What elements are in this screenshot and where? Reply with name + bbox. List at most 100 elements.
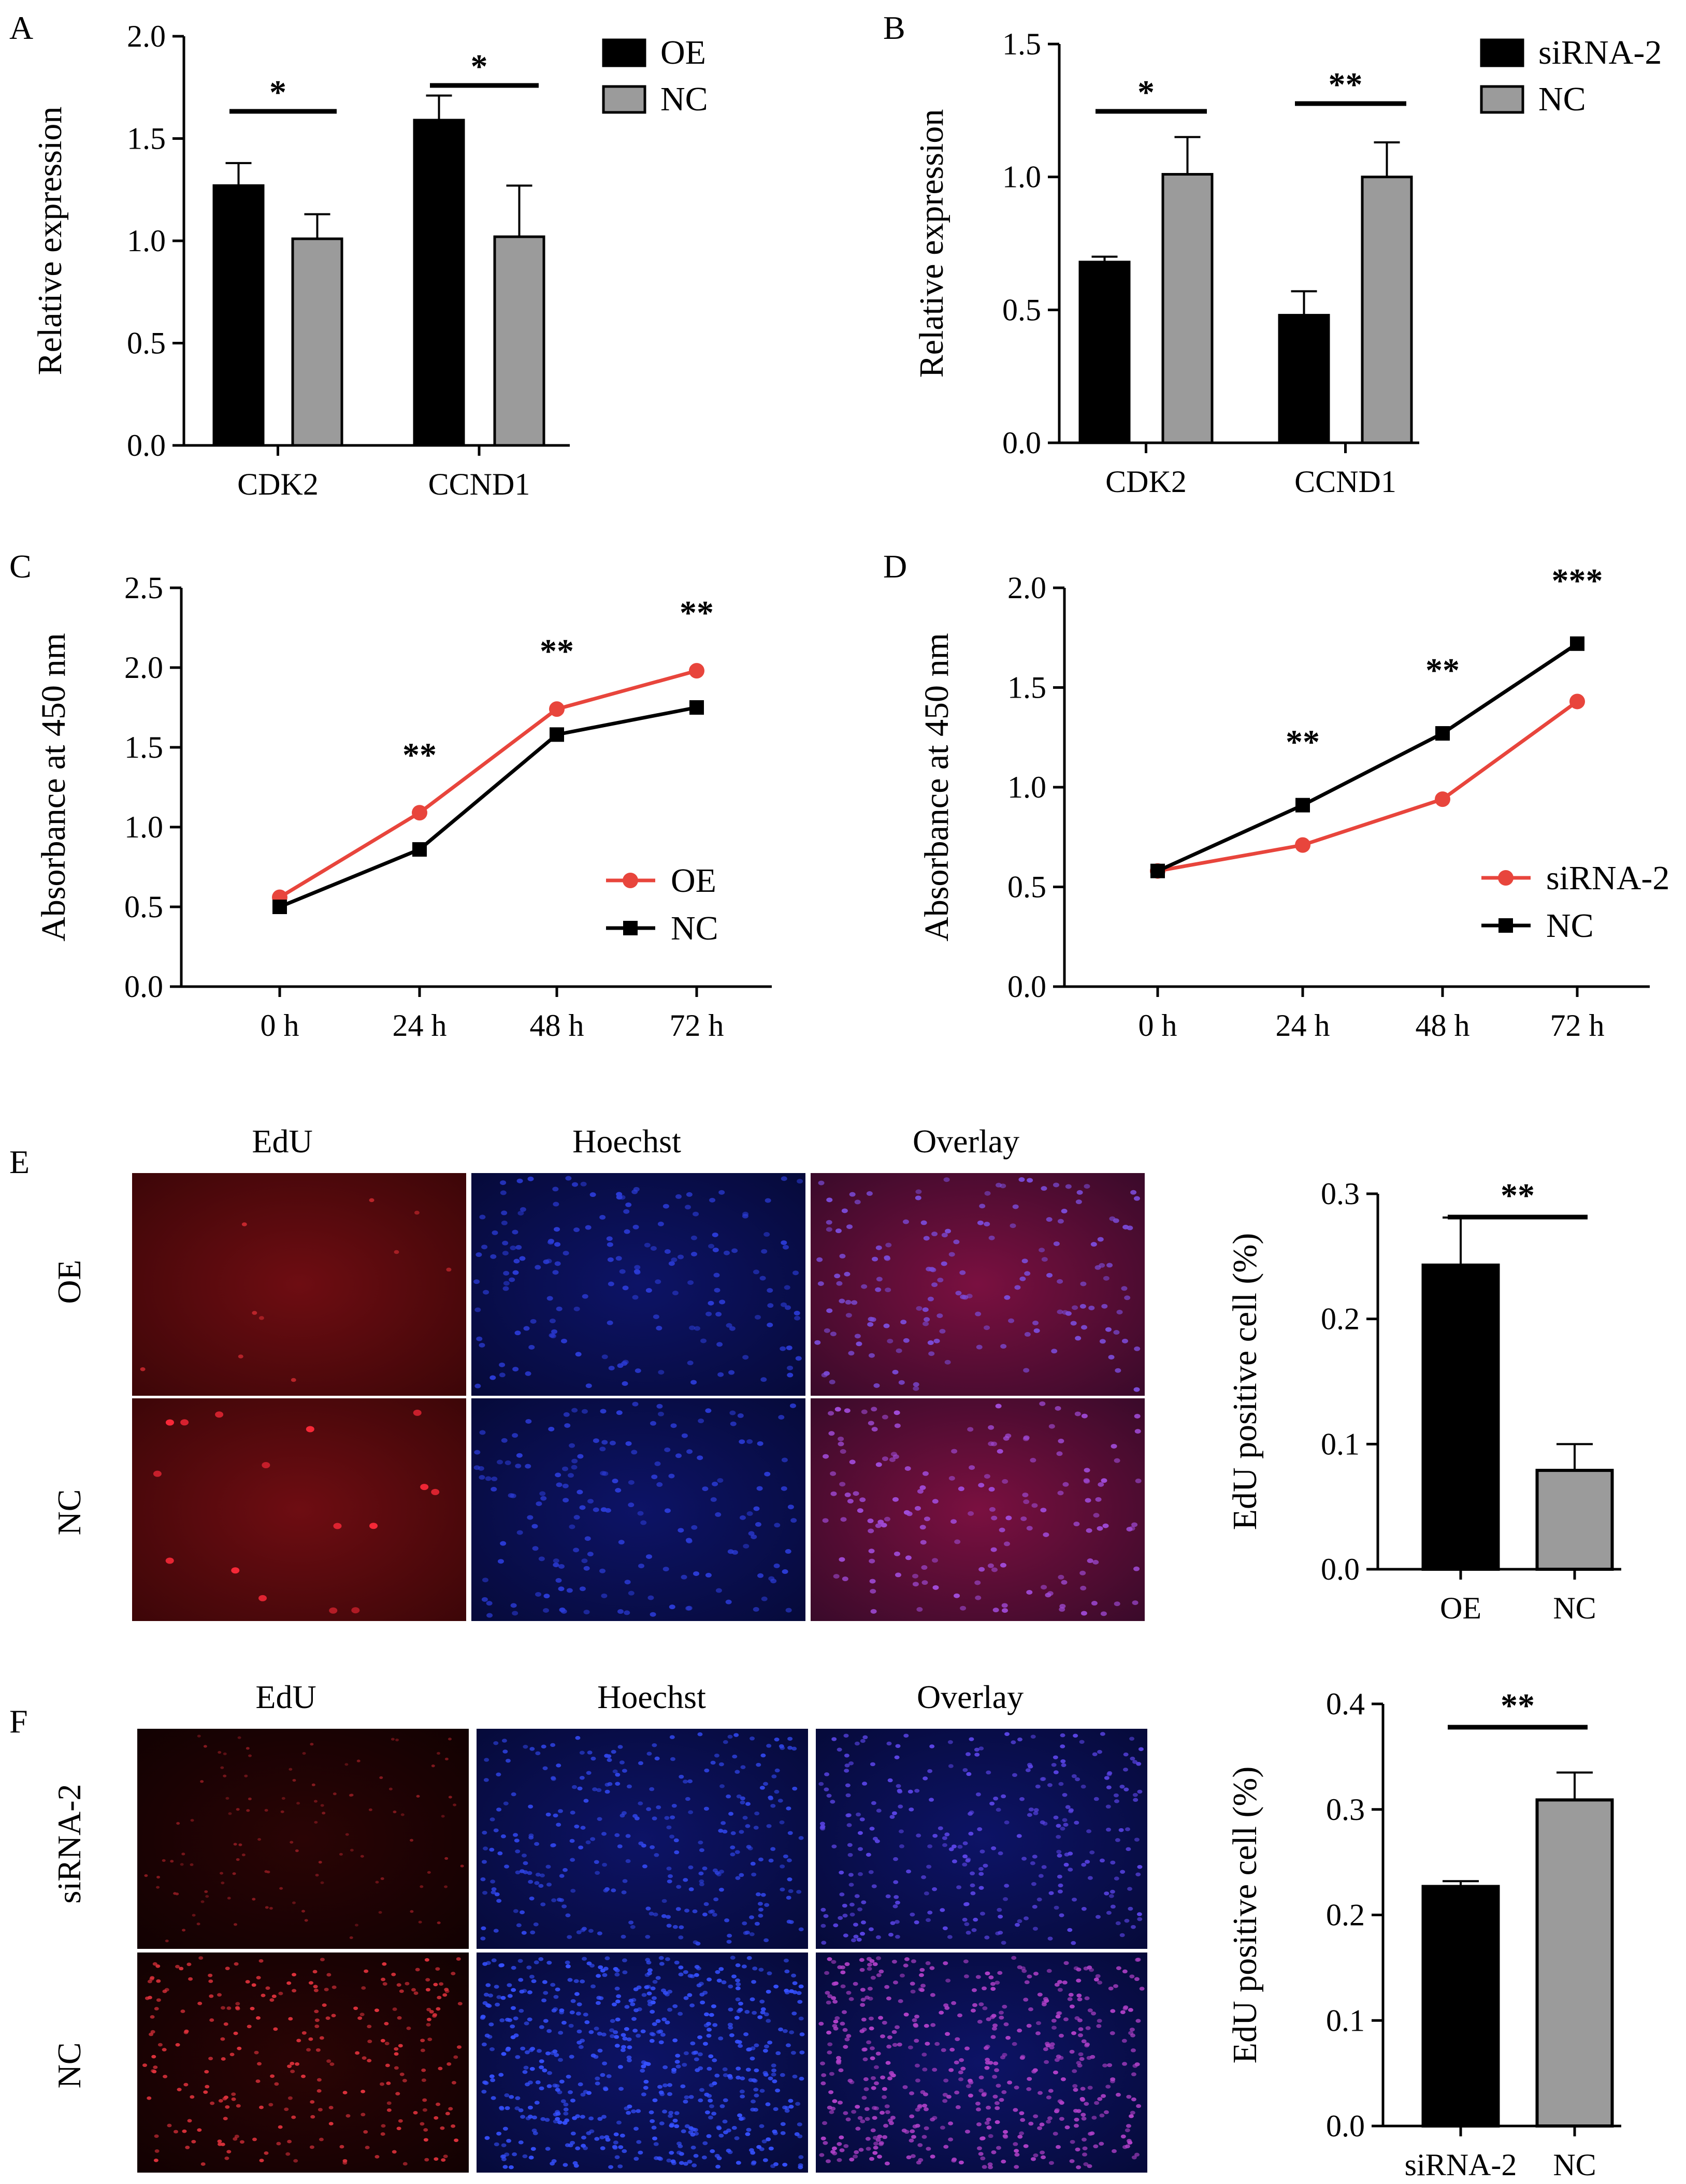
cell-nucleus: [1020, 1516, 1027, 1521]
cell-nucleus: [1083, 1966, 1089, 1971]
cell-nucleus: [838, 1436, 844, 1441]
cell-nucleus: [872, 2135, 878, 2140]
cell-nucleus: [483, 1992, 489, 1997]
cell-nucleus: [645, 1554, 652, 1559]
y-tick-label: 0.0: [1321, 1552, 1360, 1586]
cell-nucleus: [903, 1733, 909, 1738]
cell-nucleus: [631, 2109, 637, 2114]
cell-nucleus: [177, 2088, 182, 2091]
cell-nucleus: [725, 1599, 732, 1604]
cell-nucleus: [575, 2114, 581, 2118]
cell-nucleus: [741, 1964, 747, 1969]
x-tick-label: siRNA-2: [1405, 2148, 1517, 2182]
cell-nucleus: [977, 1827, 983, 1831]
cell-nucleus: [894, 1920, 900, 1924]
cell-nucleus: [630, 1925, 636, 1929]
cell-nucleus: [655, 1279, 661, 1284]
cell-nucleus: [497, 1559, 504, 1564]
cell-nucleus: [1114, 1876, 1119, 1881]
cell-nucleus: [927, 1340, 934, 1346]
cell-nucleus: [326, 1973, 332, 1977]
cell-nucleus: [711, 2111, 717, 2116]
cell-nucleus: [1076, 1993, 1082, 1998]
cell-nucleus: [368, 1808, 372, 1811]
cell-nucleus: [819, 2153, 825, 2157]
cell-nucleus: [219, 1872, 223, 1875]
micrograph-edu-nc: [137, 1952, 469, 2173]
cell-nucleus: [444, 1885, 448, 1888]
cell-nucleus: [775, 2051, 781, 2056]
cell-nucleus: [580, 2092, 586, 2097]
cell-nucleus: [423, 2138, 428, 2142]
cell-nucleus: [262, 1462, 270, 1469]
cell-nucleus: [1038, 1874, 1044, 1878]
cell-nucleus: [917, 2105, 923, 2109]
cell-nucleus: [1101, 2094, 1106, 2098]
cell-nucleus: [631, 2017, 637, 2021]
cell-nucleus: [746, 1511, 753, 1516]
cell-nucleus: [538, 1884, 544, 1888]
cell-nucleus: [837, 2158, 842, 2162]
legend-swatch: [602, 85, 646, 114]
cell-nucleus: [826, 1197, 833, 1203]
cell-nucleus: [498, 1963, 504, 1968]
cell-nucleus: [634, 1265, 641, 1270]
cell-nucleus: [579, 1505, 586, 1510]
cell-nucleus: [570, 1811, 575, 1815]
cell-nucleus: [1079, 1740, 1085, 1744]
cell-nucleus: [957, 2013, 963, 2018]
cell-nucleus: [670, 1815, 675, 1819]
cell-nucleus: [197, 2128, 202, 2132]
cell-nucleus: [766, 1744, 772, 1748]
cell-nucleus: [501, 2052, 507, 2056]
data-point-oe: [689, 663, 704, 679]
cell-nucleus: [895, 1744, 901, 1748]
significance-label: *: [269, 74, 286, 111]
cell-nucleus: [910, 1989, 916, 1994]
cell-nucleus: [186, 1962, 192, 1966]
cell-nucleus: [1137, 1917, 1143, 1921]
legend-label: NC: [1546, 907, 1594, 945]
cell-nucleus: [615, 1782, 621, 1786]
cell-nucleus: [651, 2032, 656, 2037]
cell-nucleus: [671, 1803, 677, 1808]
cell-nucleus: [153, 1470, 162, 1477]
cell-nucleus: [740, 2094, 745, 2099]
cell-nucleus: [718, 1762, 724, 1767]
cell-nucleus: [794, 1315, 801, 1321]
cell-nucleus: [674, 2111, 680, 2115]
cell-nucleus: [489, 1817, 495, 1821]
cell-nucleus: [257, 2062, 262, 2066]
cell-nucleus: [983, 1863, 988, 1868]
cell-nucleus: [985, 2044, 990, 2049]
cell-nucleus: [844, 1763, 850, 1768]
cell-nucleus: [190, 1819, 194, 1822]
cell-nucleus: [708, 1300, 714, 1306]
cell-nucleus: [496, 1772, 501, 1777]
cell-nucleus: [651, 1474, 658, 1480]
cell-nucleus: [690, 2145, 696, 2150]
cell-nucleus: [504, 2152, 510, 2157]
cell-nucleus: [839, 1892, 845, 1897]
cell-nucleus: [693, 2050, 699, 2055]
cell-nucleus: [755, 1892, 761, 1897]
cell-nucleus: [367, 2040, 372, 2044]
cell-nucleus: [381, 2124, 386, 2128]
cell-nucleus: [726, 1323, 732, 1328]
cell-nucleus: [739, 1830, 744, 1834]
cell-nucleus: [688, 1865, 694, 1870]
cell-nucleus: [773, 1985, 779, 1989]
cell-nucleus: [496, 1807, 502, 1812]
cell-nucleus: [255, 2079, 261, 2083]
cell-nucleus: [980, 2136, 986, 2140]
cell-nucleus: [1108, 1354, 1115, 1359]
cell-nucleus: [907, 1789, 913, 1794]
cell-nucleus: [589, 1192, 596, 1197]
cell-nucleus: [951, 2001, 957, 2005]
cell-nucleus: [232, 1872, 236, 1875]
cell-nucleus: [1028, 1764, 1033, 1769]
cell-nucleus: [175, 2043, 180, 2047]
cell-nucleus: [344, 1763, 349, 1766]
cell-nucleus: [545, 2051, 551, 2056]
y-tick-label: 0.0: [127, 428, 166, 462]
